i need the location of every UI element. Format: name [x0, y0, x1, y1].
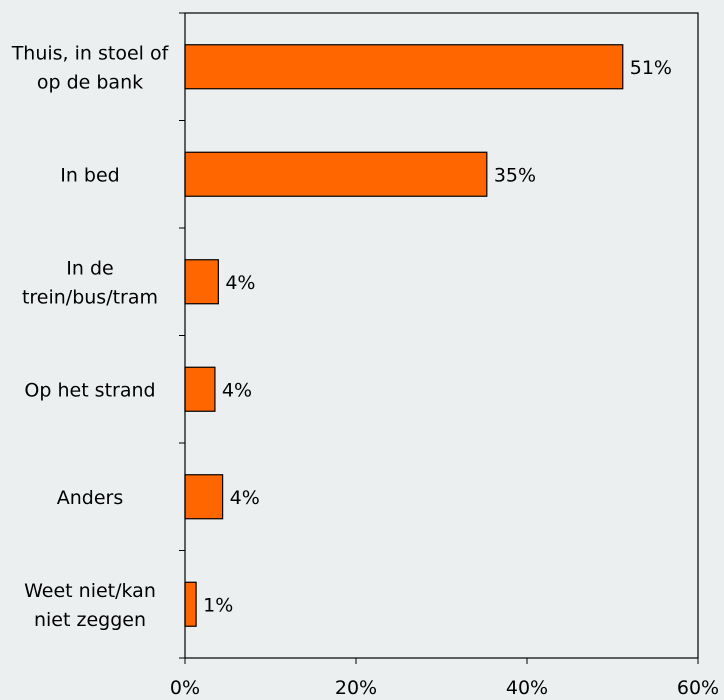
labels-layer: 0% 20% 40% 60% 51% Thuis, in stoel of op de ba…	[11, 42, 719, 699]
bar	[184, 474, 224, 520]
x-tick-label: 60%	[677, 677, 719, 699]
x-tick-label: 40%	[506, 677, 548, 699]
category-label: Thuis, in stoel of op de bank	[11, 42, 170, 93]
bars-layer	[184, 44, 624, 627]
data-label: 4%	[230, 487, 260, 509]
x-tick-label: 0%	[170, 677, 200, 699]
bar	[184, 44, 624, 90]
category-label: Weet niet/kan niet zeggen	[24, 580, 156, 631]
data-label: 4%	[225, 272, 255, 294]
category-label: In bed	[60, 164, 120, 186]
category-label: In de trein/bus/tram	[22, 257, 158, 308]
data-label: 51%	[630, 57, 672, 79]
data-label: 4%	[222, 379, 252, 401]
bar	[184, 259, 219, 305]
data-label: 35%	[494, 164, 536, 186]
bar	[184, 366, 216, 412]
data-label: 1%	[203, 594, 233, 616]
bar	[184, 151, 488, 197]
category-label: Anders	[57, 487, 124, 509]
x-tick-label: 20%	[335, 677, 377, 699]
plot-frame	[184, 12, 699, 659]
category-label: Op het strand	[24, 379, 155, 401]
axes-layer	[179, 12, 699, 664]
bar	[184, 581, 197, 627]
